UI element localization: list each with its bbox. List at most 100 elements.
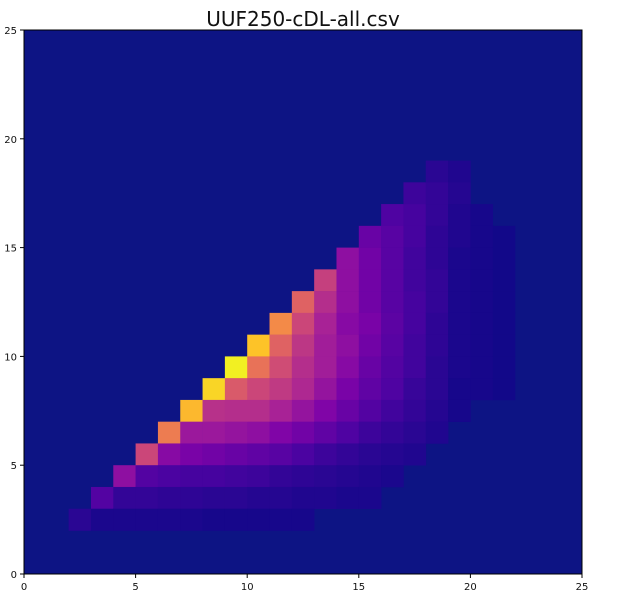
heatmap-cell	[470, 378, 494, 401]
heatmap-cell	[180, 399, 203, 422]
heatmap-cell	[135, 486, 159, 510]
heatmap-cell	[358, 247, 382, 270]
heatmap-cell	[247, 465, 270, 488]
heatmap-cell	[314, 486, 337, 510]
heatmap-cell	[314, 465, 337, 488]
heatmap-cell	[425, 182, 449, 205]
heatmap-cell	[180, 508, 203, 531]
heatmap-cell	[314, 291, 337, 314]
heatmap-cell	[202, 443, 226, 466]
heatmap-cell	[403, 421, 427, 444]
heatmap-cell	[448, 312, 471, 335]
heatmap-cell	[470, 334, 494, 357]
heatmap-cell	[381, 334, 404, 357]
heatmap-cell	[448, 225, 471, 248]
heatmap-cell	[403, 204, 427, 227]
heatmap-cell	[470, 269, 494, 292]
heatmap-cell	[492, 312, 516, 335]
heatmap-cell	[358, 334, 382, 357]
heatmap-cell	[224, 421, 248, 444]
heatmap-cell	[224, 399, 248, 422]
y-tick-label: 20	[4, 135, 17, 146]
heatmap-cell	[247, 508, 270, 531]
heatmap-cell	[425, 225, 449, 248]
heatmap-cell	[157, 508, 181, 531]
heatmap-cell	[470, 225, 494, 248]
heatmap-cell	[403, 291, 427, 314]
heatmap-cell	[90, 486, 114, 510]
heatmap-cell	[358, 443, 382, 466]
heatmap-cell	[180, 486, 203, 510]
heatmap-cell	[358, 378, 382, 401]
heatmap-cell	[202, 486, 226, 510]
heatmap-cell	[269, 312, 293, 335]
heatmap-cell	[291, 399, 315, 422]
heatmap-cell	[381, 247, 404, 270]
heatmap-cell	[425, 356, 449, 379]
heatmap-cell	[448, 399, 471, 422]
heatmap-cell	[269, 486, 293, 510]
heatmap-cell	[336, 356, 360, 379]
heatmap-cell	[224, 443, 248, 466]
heatmap-cell	[381, 269, 404, 292]
heatmap-cell	[358, 356, 382, 379]
heatmap-cell	[291, 508, 315, 531]
y-tick-label: 10	[4, 352, 17, 363]
heatmap-cell	[314, 356, 337, 379]
heatmap-cell	[403, 378, 427, 401]
heatmap-cell	[448, 356, 471, 379]
heatmap-cell	[381, 204, 404, 227]
heatmap-cell	[492, 378, 516, 401]
heatmap-cell	[336, 486, 360, 510]
plot-frame	[23, 29, 583, 575]
heatmap-cell	[403, 399, 427, 422]
heatmap-cell	[135, 508, 159, 531]
heatmap-cell	[180, 421, 203, 444]
heatmap-cell	[381, 399, 404, 422]
heatmap-cell	[336, 312, 360, 335]
heatmap-cell	[425, 247, 449, 270]
heatmap-cell	[403, 312, 427, 335]
heatmap-cell	[224, 486, 248, 510]
heatmap-cell	[425, 291, 449, 314]
heatmap-cell	[314, 334, 337, 357]
heatmap-cell	[448, 160, 471, 183]
heatmap-cell	[90, 508, 114, 531]
heatmap-cell	[470, 291, 494, 314]
heatmap-cell	[425, 421, 449, 444]
heatmap-cell	[291, 443, 315, 466]
heatmap-cell	[358, 399, 382, 422]
heatmap-cell	[358, 225, 382, 248]
heatmap-cell	[403, 356, 427, 379]
heatmap-cell	[492, 291, 516, 314]
heatmap-cell	[247, 356, 270, 379]
heatmap-cell	[358, 269, 382, 292]
heatmap-cell	[336, 247, 360, 270]
heatmap-cell	[381, 443, 404, 466]
heatmap-cell	[291, 378, 315, 401]
heatmap-cell	[425, 160, 449, 183]
heatmap-cell	[180, 465, 203, 488]
heatmap-cell	[314, 312, 337, 335]
heatmap-cell	[269, 378, 293, 401]
heatmap-cell	[358, 291, 382, 314]
chart-title: UUF250-cDL-all.csv	[206, 7, 400, 31]
heatmap-cell	[113, 486, 136, 510]
heatmap-cell	[336, 291, 360, 314]
heatmap-cell	[202, 399, 226, 422]
heatmap-cell	[157, 465, 181, 488]
heatmap-cell	[492, 247, 516, 270]
heatmap-cell	[492, 356, 516, 379]
heatmap-cell	[113, 465, 136, 488]
heatmap-cell	[247, 421, 270, 444]
heatmap-cell	[403, 182, 427, 205]
heatmap-cell	[358, 465, 382, 488]
heatmap-cell	[336, 421, 360, 444]
x-tick-label: 25	[576, 582, 589, 593]
heatmap-cell	[269, 334, 293, 357]
heatmap-cell	[448, 269, 471, 292]
heatmap-cell	[314, 443, 337, 466]
heatmap-cell	[247, 378, 270, 401]
heatmap-cell	[358, 486, 382, 510]
